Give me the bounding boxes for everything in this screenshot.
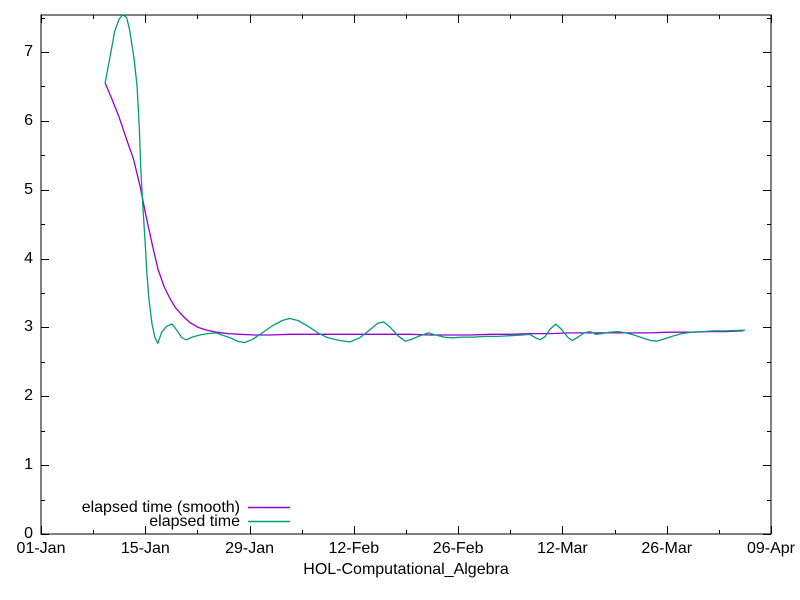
plot-border (40, 14, 772, 535)
series-line-0 (104, 82, 744, 336)
series-line-1 (104, 14, 745, 344)
